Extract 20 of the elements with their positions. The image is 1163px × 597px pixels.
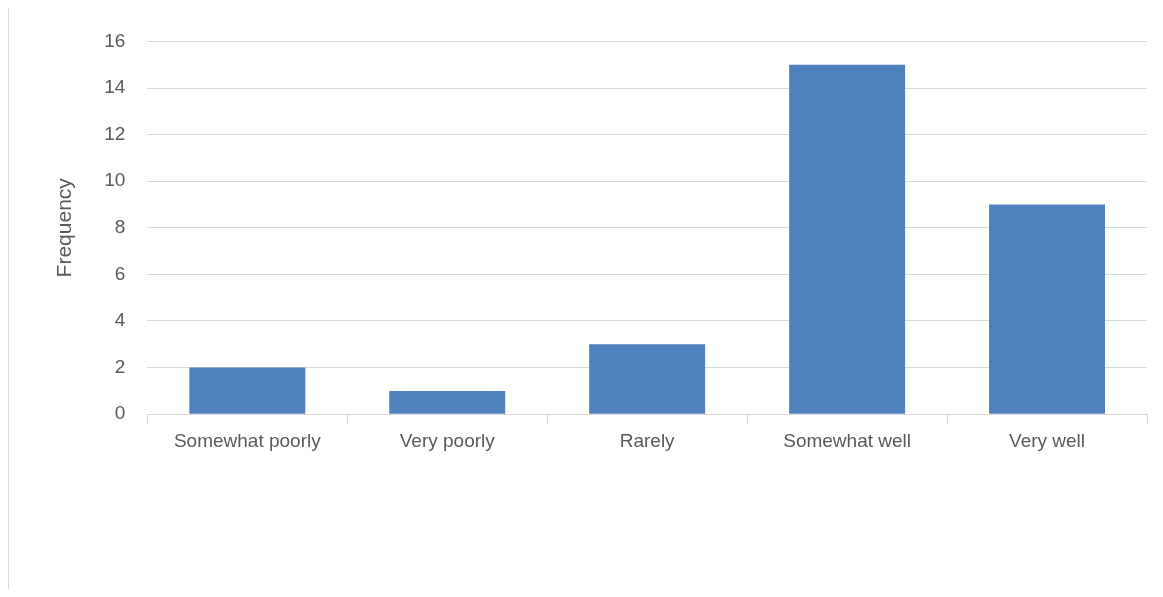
y-axis-title: Frequency xyxy=(52,177,76,278)
bar xyxy=(589,344,706,414)
y-tick-label: 4 xyxy=(114,309,126,331)
x-tick-label: Somewhat poorly xyxy=(173,429,322,451)
y-tick-label: 16 xyxy=(104,29,126,51)
bar xyxy=(989,204,1106,414)
bar xyxy=(389,390,506,414)
x-tick-label: Very well xyxy=(1009,429,1086,451)
x-tick-label: Very poorly xyxy=(399,429,496,451)
bar xyxy=(789,64,906,414)
y-tick-label: 10 xyxy=(104,169,126,191)
y-tick-label: 2 xyxy=(114,355,126,377)
y-tick-label: 8 xyxy=(114,216,126,238)
x-tick-label: Somewhat well xyxy=(783,429,911,451)
y-tick-label: 12 xyxy=(104,122,126,144)
y-tick-label: 0 xyxy=(114,402,126,424)
y-tick-label: 14 xyxy=(104,76,126,98)
bar xyxy=(189,367,306,414)
x-tick-label: Rarely xyxy=(619,429,676,451)
y-tick-label: 6 xyxy=(114,262,126,284)
